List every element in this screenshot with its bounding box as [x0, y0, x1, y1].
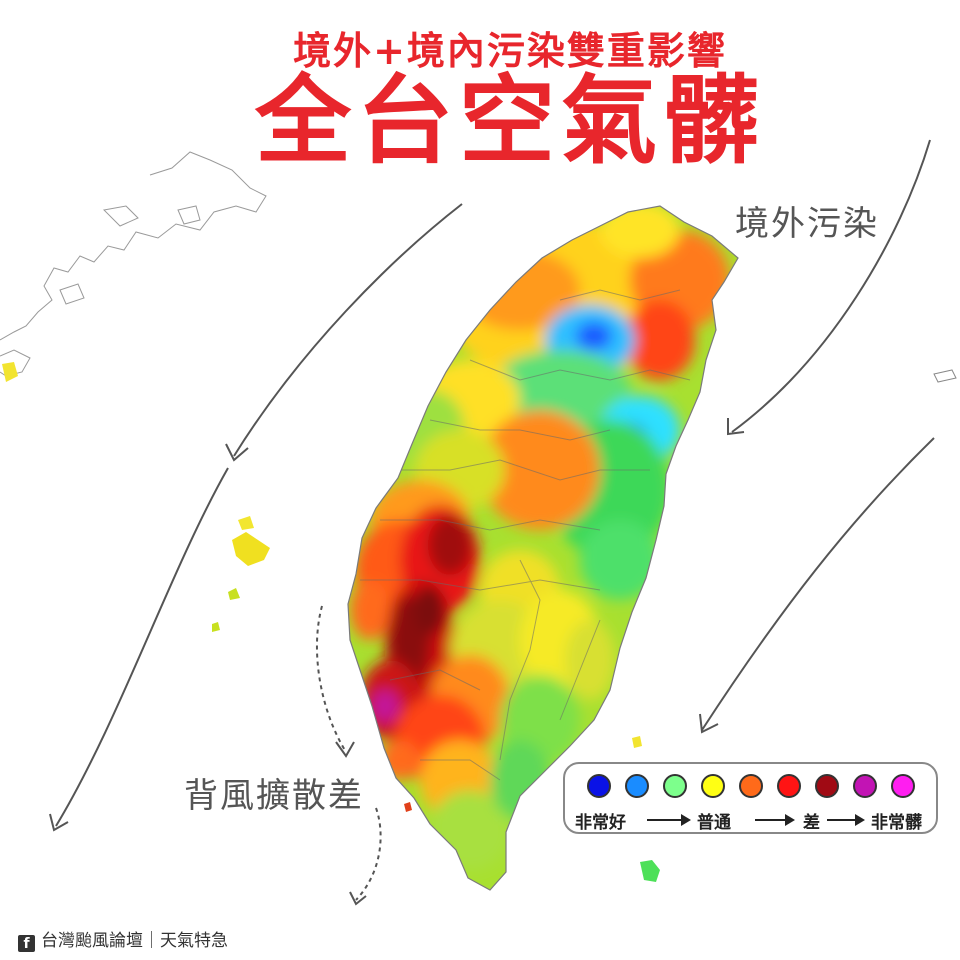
legend-bad: 差 [803, 813, 820, 833]
headline-title: 全台空氣髒 [255, 65, 765, 177]
legend-arrow-3 [827, 814, 865, 826]
diffusion-arrows [315, 605, 382, 901]
legend-arrow-1 [647, 814, 691, 826]
legend-dot-dark-blue [587, 774, 611, 798]
china-coastline [0, 151, 267, 377]
credit-line: f 台灣颱風論壇｜天氣特急 [18, 926, 228, 952]
legend-arrow-2 [755, 814, 795, 826]
green-island [632, 736, 642, 748]
legend-dot-orange [739, 774, 763, 798]
turtle-island [933, 369, 957, 383]
credit-text: 台灣颱風論壇｜天氣特急 [41, 931, 228, 951]
taiwan-outline [347, 205, 739, 891]
legend-dot-green [663, 774, 687, 798]
penghu-islands [212, 516, 270, 632]
legend-dot-red [777, 774, 801, 798]
leeward-diffusion-label: 背風擴散差 [184, 776, 364, 816]
legend-dot-dark-red [815, 774, 839, 798]
legend-dot-yellow [701, 774, 725, 798]
legend-dot-purple [853, 774, 877, 798]
legend-very-good: 非常好 [575, 813, 626, 833]
china-islet [2, 362, 18, 382]
headline-subtitle: 境外+境內污染雙重影響 [293, 29, 727, 73]
legend-dot-blue [625, 774, 649, 798]
liuqiu-island [404, 802, 412, 812]
wind-arrows [49, 139, 935, 832]
legend-dot-magenta [891, 774, 915, 798]
aqi-legend: 非常好 普通 差 非常髒 [563, 762, 938, 834]
legend-very-bad: 非常髒 [871, 813, 922, 833]
facebook-icon: f [18, 935, 35, 952]
orchid-island [640, 860, 660, 882]
outside-pollution-label: 境外污染 [735, 204, 879, 244]
legend-normal: 普通 [697, 813, 731, 833]
